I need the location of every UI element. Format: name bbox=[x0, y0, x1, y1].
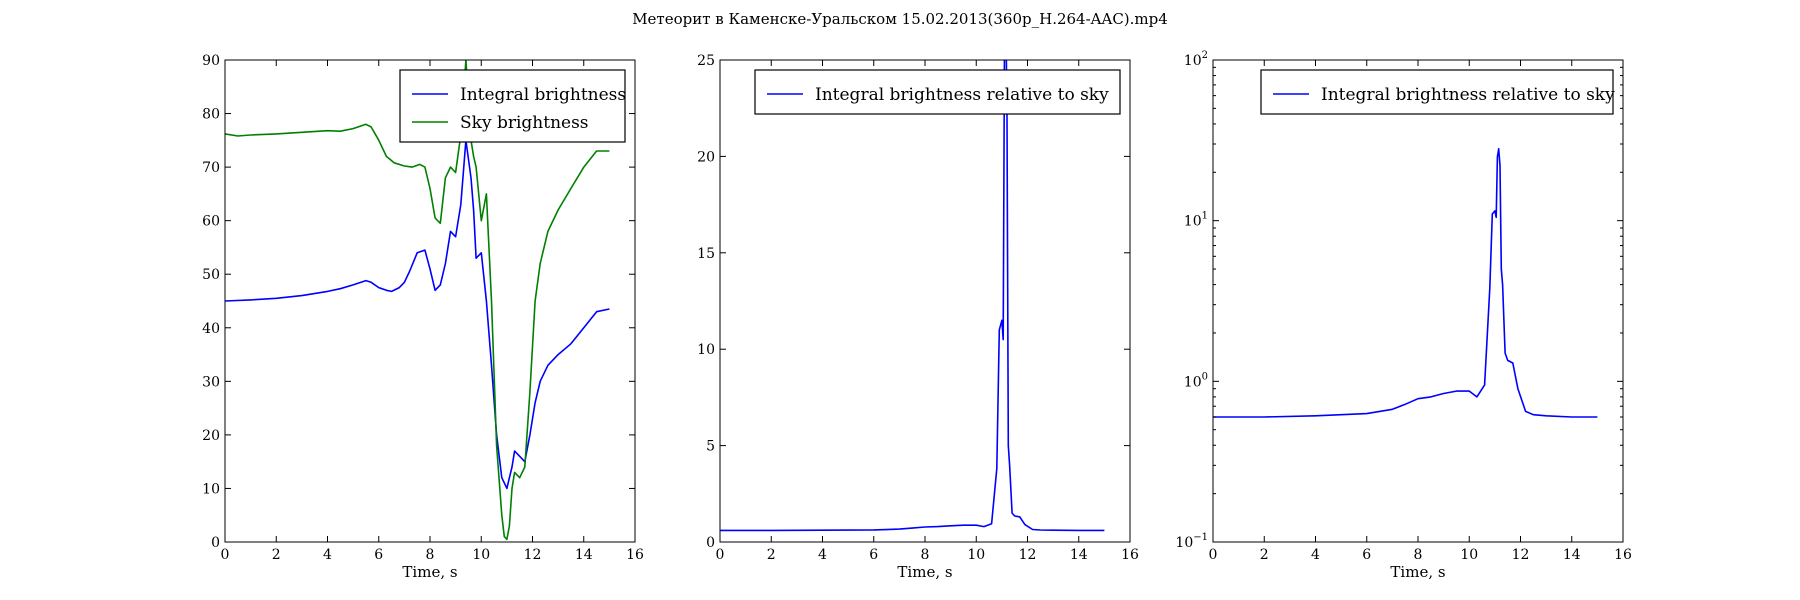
legend-label: Integral brightness relative to sky bbox=[815, 85, 1109, 105]
legend-label: Integral brightness bbox=[460, 85, 626, 105]
legend-label: Sky brightness bbox=[460, 113, 589, 133]
subplot-1: 0 2 4 6 8 10 12 14 16 0 10 20 30 40 50 60 70 80 90 Time, s I… bbox=[202, 53, 644, 581]
x-tick-label: 0 bbox=[1209, 547, 1218, 563]
x-tick-label: 4 bbox=[1311, 547, 1320, 563]
plot-frame bbox=[1212, 59, 1624, 543]
x-tick-label: 0 bbox=[221, 547, 230, 563]
x-tick-label: 8 bbox=[426, 547, 435, 563]
x-tick-label: 6 bbox=[869, 547, 878, 563]
y-tick-label: 70 bbox=[202, 160, 220, 176]
x-tick-label: 14 bbox=[1563, 547, 1581, 563]
legend-label: Integral brightness relative to sky bbox=[1321, 85, 1615, 105]
legend: Integral brightness Sky brightness bbox=[399, 69, 626, 143]
x-tick-label: 2 bbox=[1260, 547, 1269, 563]
x-tick-label: 2 bbox=[272, 547, 281, 563]
legend: Integral brightness relative to sky bbox=[1260, 69, 1615, 115]
x-tick-label: 8 bbox=[1414, 547, 1423, 563]
y-tick-label: 100 bbox=[1184, 371, 1208, 390]
legend-box bbox=[754, 69, 1121, 115]
y-tick-label: 5 bbox=[706, 439, 715, 455]
x-tick-label: 12 bbox=[524, 547, 542, 563]
y-tick-label: 0 bbox=[706, 535, 715, 551]
x-tick-label: 16 bbox=[626, 547, 644, 563]
x-tick-label: 12 bbox=[1512, 547, 1530, 563]
x-tick-label: 4 bbox=[323, 547, 332, 563]
x-tick-label: 10 bbox=[967, 547, 985, 563]
x-tick-label: 2 bbox=[767, 547, 776, 563]
x-tick-label: 16 bbox=[1121, 547, 1139, 563]
y-tick-label: 30 bbox=[202, 374, 220, 390]
x-axis-label: Time, s bbox=[1390, 563, 1445, 581]
y-tick-label: 20 bbox=[697, 149, 715, 165]
legend-box bbox=[1260, 69, 1614, 115]
series-line-1 bbox=[1213, 148, 1598, 418]
legend: Integral brightness relative to sky bbox=[754, 69, 1121, 115]
y-tick-label: 60 bbox=[202, 214, 220, 230]
y-tick-label: 25 bbox=[697, 53, 715, 69]
y-tick-label: 80 bbox=[202, 107, 220, 123]
x-tick-label: 12 bbox=[1019, 547, 1037, 563]
y-tick-label: 20 bbox=[202, 428, 220, 444]
y-tick-label: 101 bbox=[1184, 211, 1208, 230]
y-tick-label: 50 bbox=[202, 267, 220, 283]
x-tick-label: 0 bbox=[716, 547, 725, 563]
series-line-2 bbox=[225, 60, 610, 541]
figure-title: Метеорит в Каменске-Уральском 15.02.2013… bbox=[632, 10, 1168, 28]
y-tick-label: 102 bbox=[1184, 50, 1208, 69]
x-tick-label: 16 bbox=[1614, 547, 1632, 563]
y-tick-label: 10 bbox=[202, 481, 220, 497]
plot-frame bbox=[719, 59, 1131, 543]
y-tick-label: 15 bbox=[697, 246, 715, 262]
series-line-1 bbox=[720, 60, 1105, 532]
x-tick-label: 14 bbox=[575, 547, 593, 563]
x-tick-label: 10 bbox=[472, 547, 490, 563]
y-tick-label: 40 bbox=[202, 321, 220, 337]
y-tick-label: 10 bbox=[697, 342, 715, 358]
x-tick-label: 4 bbox=[818, 547, 827, 563]
subplot-3: 0 2 4 6 8 10 12 14 16 10−1 100 101 102 Time, s Integra… bbox=[1175, 50, 1632, 581]
x-tick-label: 6 bbox=[374, 547, 383, 563]
x-axis-label: Time, s bbox=[402, 563, 457, 581]
y-tick-label: 90 bbox=[202, 53, 220, 69]
x-tick-label: 8 bbox=[921, 547, 930, 563]
x-tick-label: 14 bbox=[1070, 547, 1088, 563]
subplot-2: 0 2 4 6 8 10 12 14 16 0 5 10 15 20 25 Time, s Integral b… bbox=[697, 53, 1139, 581]
x-tick-label: 6 bbox=[1362, 547, 1371, 563]
legend-box bbox=[399, 69, 626, 143]
x-axis-label: Time, s bbox=[897, 563, 952, 581]
series-line-1 bbox=[225, 139, 610, 490]
y-tick-label: 10−1 bbox=[1175, 532, 1208, 551]
y-tick-label: 0 bbox=[211, 535, 220, 551]
x-tick-label: 10 bbox=[1460, 547, 1478, 563]
